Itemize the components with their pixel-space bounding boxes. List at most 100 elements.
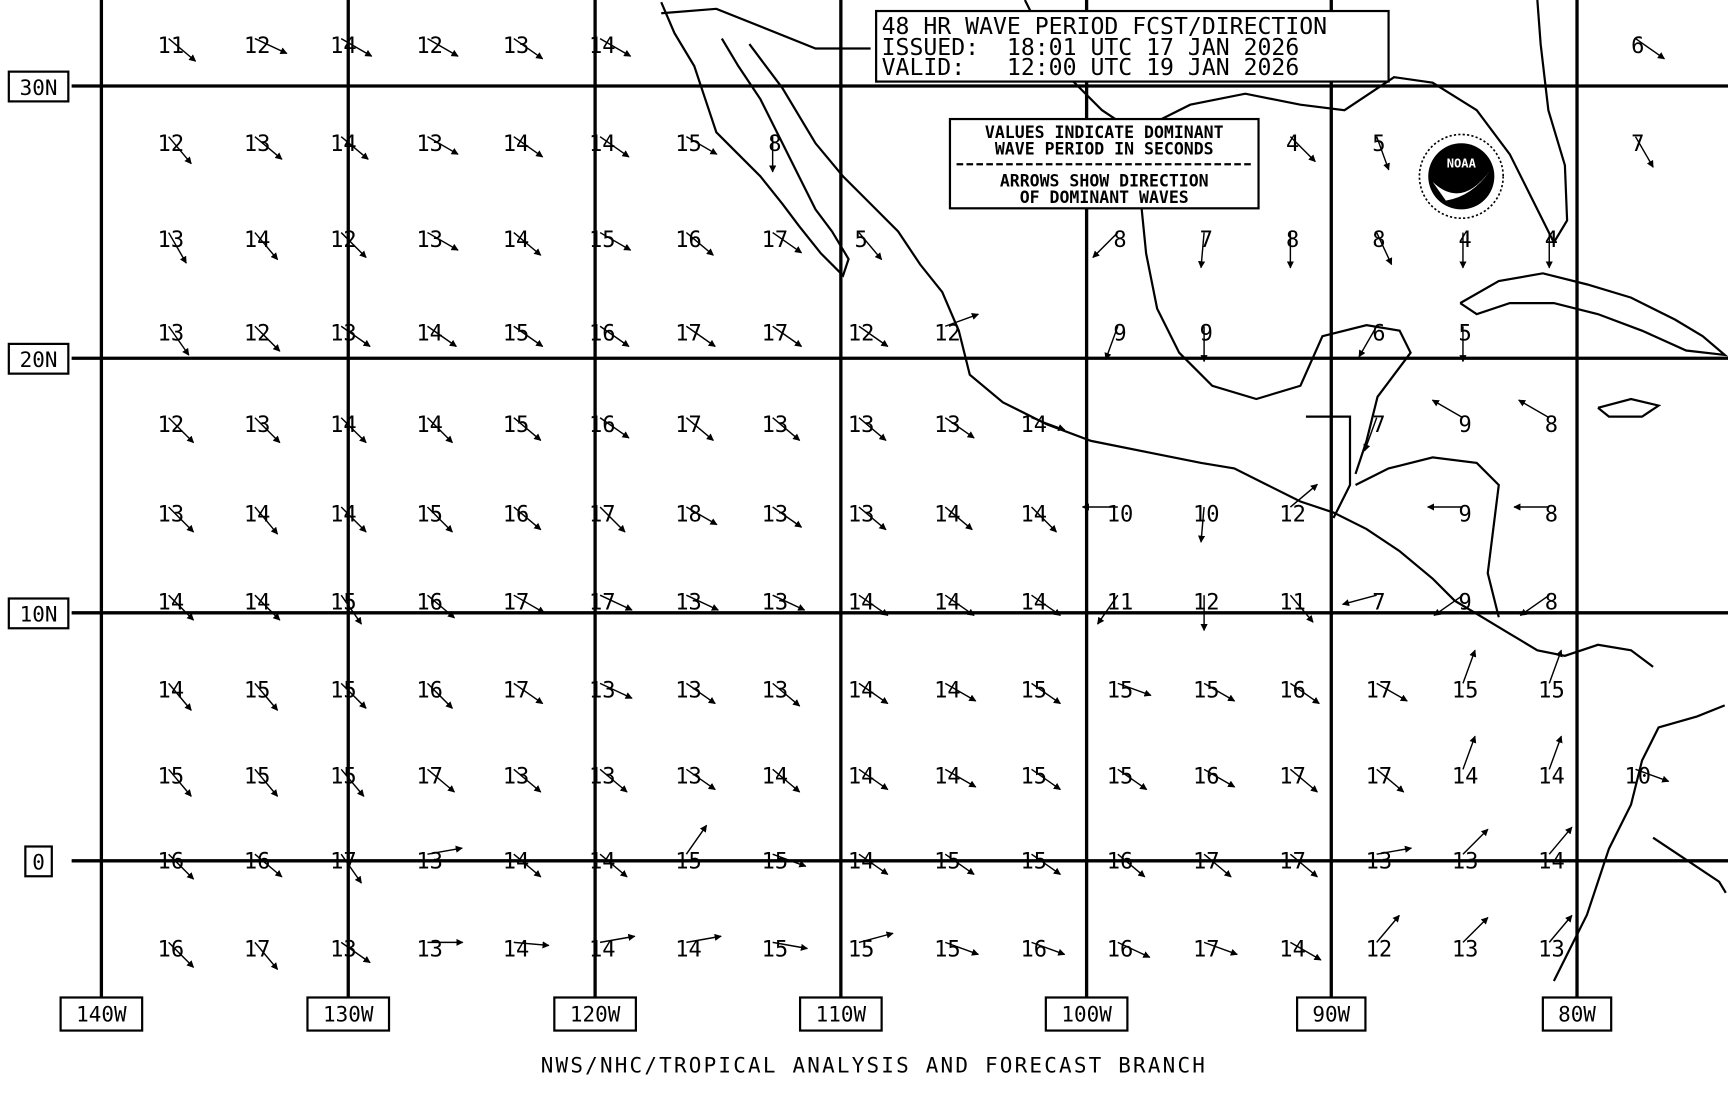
period-value: 13 — [416, 850, 443, 875]
wave-point: 17 — [244, 938, 279, 970]
wave-point: 15 — [503, 322, 544, 348]
lon-label-box — [1044, 996, 1129, 1032]
period-value: 15 — [1020, 765, 1047, 790]
direction-arrow — [772, 853, 807, 868]
direction-arrow — [254, 417, 281, 444]
direction-arrow — [944, 506, 973, 531]
wave-point: 12 — [934, 313, 980, 347]
wave-point: 5 — [1372, 132, 1390, 171]
direction-arrow — [427, 231, 459, 251]
wave-point: 13 — [330, 322, 371, 348]
direction-arrow — [254, 768, 279, 797]
period-value: 12 — [1193, 591, 1220, 616]
period-value: 15 — [1020, 679, 1047, 704]
direction-arrow — [168, 136, 192, 165]
direction-arrow — [1117, 768, 1148, 791]
wave-point: 12 — [416, 34, 459, 59]
period-value: 17 — [503, 679, 530, 704]
wave-point: 14 — [1538, 826, 1573, 875]
direction-arrow — [944, 594, 975, 617]
direction-arrow — [513, 853, 542, 878]
wave-point: 14 — [848, 591, 889, 617]
wave-point: 15 — [1020, 765, 1061, 791]
period-value: 16 — [1193, 765, 1220, 790]
wave-point: 14 — [1538, 735, 1565, 790]
period-value: 15 — [416, 502, 443, 527]
wave-point: 17 — [503, 591, 545, 616]
wave-point: 16 — [158, 938, 195, 968]
period-value: 17 — [1193, 938, 1220, 963]
wave-point: 8 — [768, 132, 781, 173]
wave-point: 17 — [1366, 765, 1405, 793]
direction-arrow — [168, 506, 195, 533]
direction-arrow — [599, 417, 630, 439]
wave-point: 7 — [1341, 591, 1386, 616]
period-value: 4 — [1545, 228, 1558, 253]
direction-arrow — [944, 853, 975, 876]
period-value: 15 — [330, 591, 357, 616]
wave-point: 13 — [675, 591, 719, 616]
wave-point: 18 — [675, 502, 718, 527]
wave-point: 7 — [1363, 413, 1386, 452]
wave-point: 13 — [330, 938, 371, 964]
period-value: 12 — [416, 34, 443, 59]
direction-arrow — [599, 594, 633, 611]
wave-point: 14 — [330, 413, 367, 444]
period-value: 13 — [848, 413, 875, 438]
direction-arrow — [1462, 828, 1489, 855]
wave-point: 9 — [1431, 399, 1472, 438]
period-value: 13 — [934, 413, 961, 438]
wave-point: 15 — [675, 824, 708, 875]
wave-point: 8 — [1286, 228, 1299, 269]
direction-arrow — [1376, 914, 1400, 943]
period-value: 14 — [503, 938, 530, 963]
wave-point: 13 — [848, 502, 887, 531]
direction-arrow — [1519, 594, 1550, 617]
wave-point: 15 — [762, 850, 807, 875]
lat-label-0: 0 — [32, 851, 45, 875]
wave-point: 16 — [675, 228, 714, 256]
direction-arrow — [1376, 682, 1408, 702]
direction-arrow — [254, 506, 279, 535]
period-value: 14 — [244, 502, 271, 527]
wave-point: 14 — [934, 765, 977, 790]
period-value: 7 — [1372, 591, 1385, 616]
direction-arrow — [599, 933, 636, 944]
period-value: 15 — [244, 765, 271, 790]
direction-arrow — [1117, 853, 1146, 878]
period-value: 8 — [1545, 591, 1558, 616]
period-value: 13 — [244, 413, 271, 438]
period-value: 12 — [244, 322, 271, 347]
direction-arrow — [1433, 594, 1464, 617]
direction-arrow — [599, 231, 632, 251]
baja-california-coast — [660, 1, 850, 278]
wave-point: 15 — [330, 679, 367, 709]
mexico-pacific-coast — [748, 43, 1654, 668]
period-value: 14 — [330, 132, 357, 157]
wave-point: 9 — [1104, 322, 1127, 361]
period-value: 14 — [1279, 938, 1306, 963]
direction-arrow — [254, 682, 279, 711]
direction-arrow — [1117, 941, 1151, 958]
wave-point: 13 — [848, 413, 887, 441]
wave-point: 15 — [330, 591, 363, 625]
period-value: 13 — [762, 502, 789, 527]
direction-arrow — [858, 594, 889, 617]
period-value: 13 — [416, 132, 443, 157]
direction-arrow — [513, 594, 545, 614]
direction-arrow — [513, 941, 550, 949]
period-value: 9 — [1459, 591, 1472, 616]
period-value: 14 — [589, 850, 616, 875]
lon-label-box — [1541, 996, 1613, 1032]
lon-label-box — [306, 996, 391, 1032]
period-value: 13 — [158, 228, 185, 253]
footer-credit: NWS/NHC/TROPICAL ANALYSIS AND FORECAST B… — [541, 1053, 1207, 1077]
wave-point: 16 — [1279, 679, 1320, 705]
direction-arrow — [1548, 649, 1563, 684]
wave-point: 17 — [762, 228, 803, 254]
period-value: 13 — [848, 502, 875, 527]
direction-arrow — [1548, 735, 1563, 770]
period-value: 17 — [1193, 850, 1220, 875]
period-value: 14 — [503, 228, 530, 253]
direction-arrow — [685, 136, 718, 155]
